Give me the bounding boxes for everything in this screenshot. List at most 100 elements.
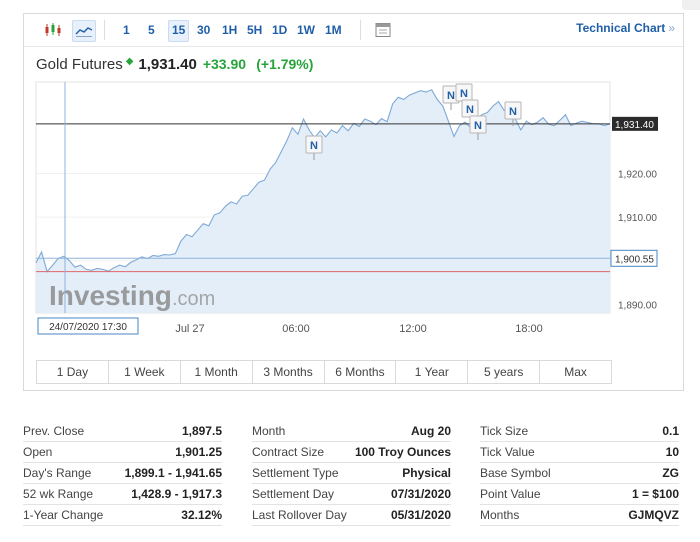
news-marker[interactable] bbox=[469, 115, 487, 134]
timeframe-5h[interactable]: 5H bbox=[247, 23, 263, 37]
stat-label: Tick Value bbox=[480, 445, 535, 459]
calendar-icon[interactable] bbox=[372, 20, 394, 40]
stat-label: Base Symbol bbox=[480, 466, 551, 480]
stat-value: 100 Troy Ounces bbox=[354, 445, 451, 459]
stat-label: Open bbox=[23, 445, 53, 459]
news-marker-label: N bbox=[447, 90, 455, 102]
quote-header: Gold Futures ◆ 1,931.40 +33.90 (+1.79%) bbox=[36, 56, 313, 73]
stat-row: Month Aug 20 bbox=[252, 421, 451, 442]
stat-label: Contract Size bbox=[252, 445, 325, 459]
range-5-years[interactable]: 5 years bbox=[468, 361, 541, 383]
stat-row: Point Value 1 = $100 bbox=[480, 484, 679, 505]
stat-value: 0.1 bbox=[662, 424, 679, 438]
range-6-months[interactable]: 6 Months bbox=[325, 361, 397, 383]
stat-row: Prev. Close 1,897.5 bbox=[23, 421, 222, 442]
stat-row: Base Symbol ZG bbox=[480, 463, 679, 484]
crosshair-x-label: 24/07/2020 17:30 bbox=[49, 322, 127, 333]
news-marker-label: N bbox=[474, 120, 482, 132]
range-3-months[interactable]: 3 Months bbox=[253, 361, 325, 383]
technical-chart-link[interactable]: Technical Chart» bbox=[576, 21, 675, 35]
stats-column-1: Prev. Close 1,897.5 Open 1,901.25 Day's Rang… bbox=[23, 421, 222, 526]
range-1-week[interactable]: 1 Week bbox=[109, 361, 181, 383]
news-marker-label: N bbox=[310, 140, 318, 152]
stat-value: 1,901.25 bbox=[175, 445, 222, 459]
stat-value: 1,897.5 bbox=[181, 424, 222, 438]
stat-value: Physical bbox=[402, 466, 451, 480]
stat-value: 1,899.1 - 1,941.65 bbox=[124, 466, 222, 480]
price-chart[interactable]: Investing.com1,890.001,900.001,910.001,9… bbox=[24, 14, 683, 354]
stat-row: Months GJMQVZ bbox=[480, 505, 679, 526]
stat-label: 1-Year Change bbox=[23, 508, 104, 522]
range-selector: 1 Day 1 Week 1 Month 3 Months 6 Months 1 Year… bbox=[36, 360, 612, 384]
stat-label: Prev. Close bbox=[23, 424, 85, 438]
stat-row: Contract Size 100 Troy Ounces bbox=[252, 442, 451, 463]
stat-label: Day's Range bbox=[23, 466, 92, 480]
price-area bbox=[36, 89, 610, 313]
timeframe-5[interactable]: 5 bbox=[148, 23, 155, 37]
line-chart-icon[interactable] bbox=[72, 20, 96, 42]
stat-value: 1 = $100 bbox=[631, 487, 679, 501]
stat-label: Point Value bbox=[480, 487, 541, 501]
stat-label: Settlement Day bbox=[252, 487, 335, 501]
instrument-name: Gold Futures bbox=[36, 56, 123, 73]
stat-value: 32.12% bbox=[181, 508, 222, 522]
stat-label: Month bbox=[252, 424, 286, 438]
stat-value: GJMQVZ bbox=[628, 508, 679, 522]
chart-toolbar: 1 5 15 30 1H 5H 1D 1W 1M Technical Chart» bbox=[24, 14, 683, 47]
stat-label: 52 wk Range bbox=[23, 487, 94, 501]
stat-label: Tick Size bbox=[480, 424, 529, 438]
stat-label: Last Rollover Day bbox=[252, 508, 347, 522]
news-marker[interactable] bbox=[305, 135, 323, 154]
stat-value: 07/31/2020 bbox=[390, 487, 451, 501]
crosshair-y-label: 1,900.55 bbox=[615, 254, 654, 265]
watermark-suffix: .com bbox=[172, 288, 215, 310]
stat-row: Day's Range 1,899.1 - 1,941.65 bbox=[23, 463, 222, 484]
timeframe-1d[interactable]: 1D bbox=[272, 23, 288, 37]
timeframe-1w[interactable]: 1W bbox=[297, 23, 315, 37]
watermark-brand: Investing bbox=[49, 280, 172, 311]
y-tick-label: 1,890.00 bbox=[618, 300, 657, 311]
timeframe-15[interactable]: 15 bbox=[168, 20, 190, 42]
stat-row: Settlement Day 07/31/2020 bbox=[252, 484, 451, 505]
x-tick-label: Jul 27 bbox=[175, 323, 204, 335]
stat-value: 1,428.9 - 1,917.3 bbox=[131, 487, 222, 501]
live-dot-icon: ◆ bbox=[125, 56, 134, 67]
candlestick-icon[interactable] bbox=[42, 20, 64, 40]
crosshair-x-label-box bbox=[37, 317, 139, 335]
stat-row: 1-Year Change 32.12% bbox=[23, 505, 222, 526]
news-marker-label: N bbox=[460, 88, 468, 100]
price-change-percent: (+1.79%) bbox=[256, 56, 314, 72]
timeframe-1m[interactable]: 1M bbox=[325, 23, 342, 37]
y-tick-label: 1,910.00 bbox=[618, 213, 657, 224]
x-tick-label: 06:00 bbox=[282, 323, 310, 335]
stat-row: Last Rollover Day 05/31/2020 bbox=[252, 505, 451, 526]
corner-button[interactable] bbox=[682, 0, 700, 10]
timeframe-30[interactable]: 30 bbox=[197, 23, 211, 37]
stat-row: Tick Size 0.1 bbox=[480, 421, 679, 442]
stats-column-3: Tick Size 0.1 Tick Value 10 Base Symbol ZG Poi… bbox=[480, 421, 679, 526]
timeframe-1[interactable]: 1 bbox=[123, 23, 130, 37]
stat-row: Tick Value 10 bbox=[480, 442, 679, 463]
toolbar-separator bbox=[104, 20, 105, 40]
stat-row: 52 wk Range 1,428.9 - 1,917.3 bbox=[23, 484, 222, 505]
range-1-month[interactable]: 1 Month bbox=[181, 361, 253, 383]
x-tick-label: 18:00 bbox=[515, 323, 543, 335]
stat-label: Months bbox=[480, 508, 520, 522]
news-marker[interactable] bbox=[504, 101, 522, 120]
crosshair-y-label-box bbox=[610, 249, 658, 267]
range-1-day[interactable]: 1 Day bbox=[37, 361, 109, 383]
last-price: 1,931.40 bbox=[138, 56, 197, 73]
x-tick-label: 12:00 bbox=[399, 323, 427, 335]
stat-value: Aug 20 bbox=[410, 424, 451, 438]
stat-value: 05/31/2020 bbox=[390, 508, 451, 522]
news-marker-label: N bbox=[466, 104, 474, 116]
stat-label: Settlement Type bbox=[252, 466, 339, 480]
timeframe-1h[interactable]: 1H bbox=[222, 23, 238, 37]
stats-column-2: Month Aug 20 Contract Size 100 Troy Ounces S… bbox=[252, 421, 451, 526]
range-1-year[interactable]: 1 Year bbox=[396, 361, 469, 383]
range-max[interactable]: Max bbox=[564, 365, 587, 379]
y-tick-label: 1,920.00 bbox=[618, 170, 657, 181]
chart-panel: 1 5 15 30 1H 5H 1D 1W 1M Technical Chart» Gold F… bbox=[23, 13, 684, 391]
news-marker-label: N bbox=[509, 106, 517, 118]
price-change: +33.90 bbox=[202, 56, 247, 72]
